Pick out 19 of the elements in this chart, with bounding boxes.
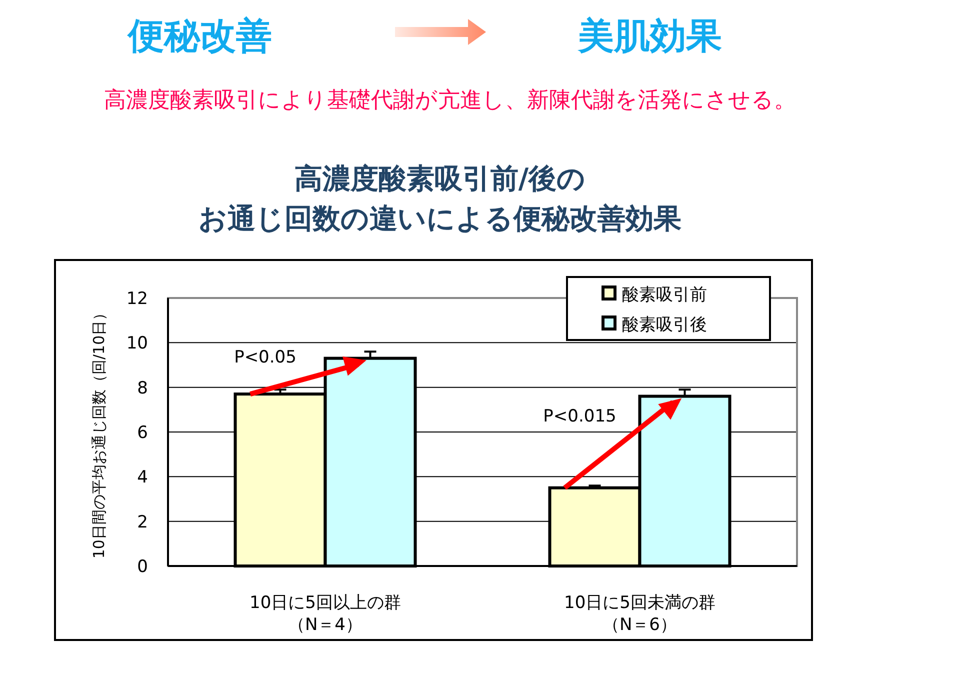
x-tick-label: 10日に5回以上の群（N＝4） (250, 593, 401, 635)
y-tick-label: 10 (126, 334, 148, 354)
y-tick-label: 6 (137, 423, 148, 443)
legend-label: 酸素吸引後 (622, 315, 707, 335)
y-tick-label: 4 (137, 468, 148, 488)
y-tick-label: 8 (137, 378, 148, 398)
y-axis-title: 10日間の平均お通じ回数（回/10日） (90, 305, 108, 559)
text: 美肌効果 (577, 16, 722, 57)
x-tick-label: 10日に5回未満の群（N＝6） (564, 593, 716, 635)
y-tick-label: 2 (137, 512, 148, 532)
chart-title: 高濃度酸素吸引前/後の (294, 162, 586, 195)
y-tick-label: 0 (137, 557, 148, 577)
y-tick-label: 12 (126, 289, 148, 309)
chart-subtitle: お通じ回数の違いによる便秘改善効果 (198, 202, 682, 235)
legend-label: 酸素吸引前 (622, 285, 707, 305)
annotation: P<0.015 (543, 406, 616, 426)
text: 便秘改善 (127, 16, 272, 57)
text: 高濃度酸素吸引により基礎代謝が亢進し、新陳代謝を活発にさせる。 (104, 88, 796, 113)
annotation: P<0.05 (234, 347, 296, 368)
